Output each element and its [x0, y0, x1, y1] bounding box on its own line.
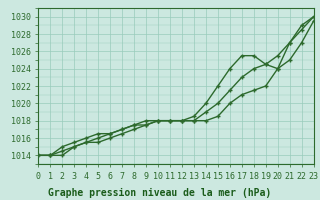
Text: Graphe pression niveau de la mer (hPa): Graphe pression niveau de la mer (hPa) [48, 188, 272, 198]
